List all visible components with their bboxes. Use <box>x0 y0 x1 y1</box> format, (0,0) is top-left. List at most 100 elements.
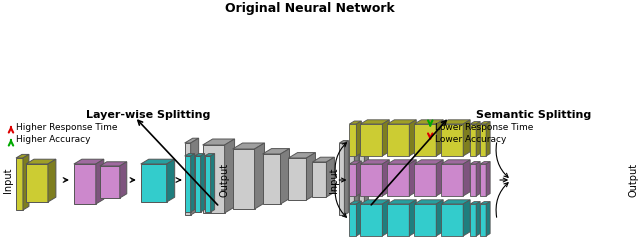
Polygon shape <box>480 162 490 164</box>
Polygon shape <box>409 160 416 196</box>
Polygon shape <box>74 159 104 164</box>
Polygon shape <box>339 143 344 215</box>
Polygon shape <box>349 164 356 196</box>
Polygon shape <box>141 159 175 164</box>
Polygon shape <box>436 120 444 156</box>
Polygon shape <box>470 204 476 236</box>
Polygon shape <box>232 149 255 209</box>
Polygon shape <box>387 164 409 196</box>
Polygon shape <box>360 143 364 215</box>
Polygon shape <box>191 154 195 212</box>
Polygon shape <box>289 153 316 158</box>
Polygon shape <box>185 143 191 215</box>
Polygon shape <box>470 164 476 196</box>
Polygon shape <box>414 200 444 204</box>
Text: Layer-wise Splitting: Layer-wise Splitting <box>86 110 210 120</box>
Polygon shape <box>141 164 166 202</box>
Polygon shape <box>486 202 490 236</box>
Text: Semantic Splitting: Semantic Splitting <box>476 110 592 120</box>
Polygon shape <box>349 141 358 143</box>
Polygon shape <box>480 164 486 196</box>
Polygon shape <box>232 143 264 149</box>
Polygon shape <box>326 157 335 197</box>
Polygon shape <box>262 149 289 154</box>
Polygon shape <box>280 149 289 204</box>
Polygon shape <box>203 139 235 145</box>
Polygon shape <box>414 204 436 236</box>
Polygon shape <box>470 122 480 124</box>
Polygon shape <box>441 160 470 164</box>
Polygon shape <box>356 121 362 156</box>
Text: Higher Accuracy: Higher Accuracy <box>16 135 90 145</box>
Polygon shape <box>48 159 56 202</box>
Polygon shape <box>441 124 463 156</box>
Polygon shape <box>185 154 195 156</box>
Polygon shape <box>349 143 355 215</box>
Polygon shape <box>349 201 362 204</box>
Polygon shape <box>382 200 389 236</box>
Polygon shape <box>312 162 326 197</box>
Polygon shape <box>166 159 175 202</box>
Polygon shape <box>436 200 444 236</box>
Polygon shape <box>360 141 369 143</box>
Polygon shape <box>339 141 348 143</box>
Polygon shape <box>360 124 382 156</box>
Polygon shape <box>16 154 29 158</box>
Polygon shape <box>349 161 362 164</box>
Polygon shape <box>463 120 470 156</box>
Polygon shape <box>349 121 362 124</box>
Polygon shape <box>23 154 29 210</box>
Polygon shape <box>349 124 356 156</box>
Polygon shape <box>476 122 480 156</box>
Polygon shape <box>382 160 389 196</box>
Polygon shape <box>289 158 307 200</box>
Polygon shape <box>16 158 23 210</box>
Polygon shape <box>360 160 389 164</box>
Polygon shape <box>312 157 335 162</box>
Polygon shape <box>387 200 416 204</box>
Polygon shape <box>26 159 56 164</box>
Polygon shape <box>255 143 264 209</box>
Polygon shape <box>211 154 214 212</box>
Polygon shape <box>356 201 362 236</box>
Polygon shape <box>387 120 416 124</box>
Text: Output: Output <box>629 163 639 197</box>
Polygon shape <box>409 120 416 156</box>
Polygon shape <box>96 159 104 204</box>
Polygon shape <box>409 200 416 236</box>
Polygon shape <box>185 138 198 143</box>
Text: Higher Response Time: Higher Response Time <box>16 122 118 132</box>
Polygon shape <box>360 120 389 124</box>
Polygon shape <box>26 164 48 202</box>
Polygon shape <box>480 204 486 236</box>
Polygon shape <box>387 204 409 236</box>
Text: Input: Input <box>330 167 339 193</box>
Polygon shape <box>414 164 436 196</box>
Text: Input: Input <box>3 167 13 193</box>
Polygon shape <box>205 156 211 212</box>
Polygon shape <box>356 161 362 196</box>
Polygon shape <box>355 141 358 215</box>
Polygon shape <box>441 120 470 124</box>
Polygon shape <box>476 202 480 236</box>
Polygon shape <box>120 162 127 198</box>
Polygon shape <box>480 122 490 124</box>
Polygon shape <box>185 156 191 212</box>
Polygon shape <box>436 160 444 196</box>
Polygon shape <box>441 200 470 204</box>
Text: Output: Output <box>220 163 230 197</box>
Polygon shape <box>480 124 486 156</box>
Text: Lower Accuracy: Lower Accuracy <box>435 135 507 145</box>
Text: Original Neural Network: Original Neural Network <box>225 2 394 15</box>
Polygon shape <box>486 122 490 156</box>
Polygon shape <box>463 200 470 236</box>
Polygon shape <box>387 124 409 156</box>
Polygon shape <box>344 141 348 215</box>
Polygon shape <box>201 154 205 212</box>
Polygon shape <box>360 164 382 196</box>
Polygon shape <box>360 204 382 236</box>
Polygon shape <box>349 204 356 236</box>
Polygon shape <box>195 156 201 212</box>
Polygon shape <box>74 164 96 204</box>
Polygon shape <box>100 166 120 198</box>
